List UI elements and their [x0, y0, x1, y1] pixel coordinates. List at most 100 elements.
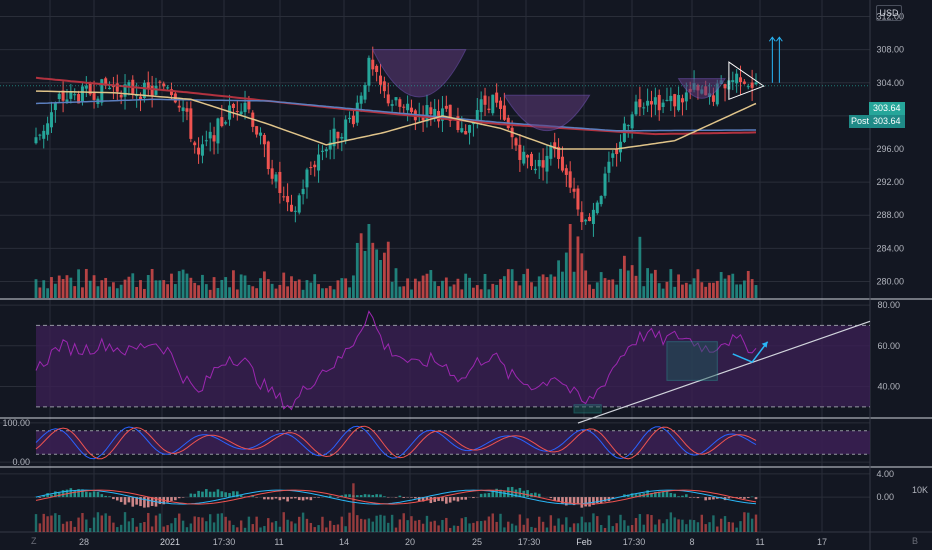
macd-volume-bar [123, 512, 127, 532]
zoom-icon[interactable]: Z [31, 536, 37, 546]
macd-volume-bar [356, 515, 359, 532]
macd-volume-bar [228, 520, 231, 532]
macd-volume-bar [224, 516, 227, 532]
macd-histogram-bar [61, 490, 65, 498]
rsi-band [36, 325, 870, 407]
volume-bar [514, 280, 518, 298]
volume-bar [429, 270, 433, 298]
volume-bar [692, 278, 696, 298]
candle-body [293, 210, 297, 212]
candle-body [557, 146, 561, 159]
volume-bar [533, 286, 537, 298]
macd-histogram-bar [294, 497, 297, 499]
macd-volume-bar [460, 518, 464, 532]
volume-bar [464, 273, 468, 298]
macd-volume-bar [634, 518, 638, 532]
volume-bar [65, 275, 69, 298]
macd-histogram-bar [73, 490, 77, 498]
candle-body [599, 196, 603, 205]
volume-bar [619, 268, 622, 298]
macd-volume-bar [646, 514, 649, 532]
macd-volume-bar [305, 518, 309, 532]
macd-histogram-bar [727, 497, 731, 499]
macd-histogram-bar [595, 497, 599, 504]
macd-histogram-bar [549, 497, 553, 499]
macd-histogram-bar [495, 488, 498, 498]
volume-bar [185, 273, 189, 298]
volume-bar [723, 278, 727, 298]
volume-bar [510, 269, 514, 298]
candle-body [309, 167, 313, 169]
moving-average-slow [35, 76, 757, 136]
macd-histogram-bar [654, 491, 657, 498]
macd-histogram-bar [371, 494, 375, 498]
macd-volume-bar [402, 513, 405, 532]
macd-histogram-bar [576, 497, 580, 505]
rsi-trendline [577, 320, 871, 424]
candle-body [673, 94, 677, 107]
volume-bar [421, 275, 425, 298]
volume-bar [77, 269, 80, 298]
candle-body [127, 82, 131, 87]
macd-histogram-bar [402, 497, 406, 498]
volume-bar [220, 279, 224, 298]
macd-volume-bar [685, 524, 688, 532]
macd-volume-bar [178, 513, 181, 532]
macd-volume-bar [433, 520, 436, 532]
rsi-arrow [732, 341, 769, 363]
candle-body [603, 173, 607, 196]
macd-histogram-bar [189, 493, 193, 498]
bar-style-icon[interactable]: B [912, 536, 919, 546]
macd-volume-bar [510, 523, 514, 532]
macd-volume-bar [201, 517, 204, 532]
macd-histogram-bar [487, 492, 491, 498]
volume-bar [483, 273, 487, 298]
macd-volume-bar [638, 514, 642, 532]
candle-body [684, 92, 688, 102]
macd-histogram-bar [410, 497, 413, 498]
volume-bar [181, 269, 185, 298]
macd-histogram-bar [336, 497, 340, 498]
macd-volume-bar [584, 522, 587, 532]
currency-toggle[interactable]: USD [876, 5, 902, 21]
macd-volume-bar [414, 520, 417, 532]
volume-bar [561, 271, 564, 298]
macd-volume-bar [181, 520, 185, 532]
candle-body [351, 115, 355, 125]
candle-body [262, 134, 266, 145]
macd-volume-bar [259, 527, 262, 532]
candle-body [197, 147, 201, 155]
macd-volume-bar [518, 514, 522, 532]
macd-volume-bar [387, 522, 390, 532]
macd-volume-bar [739, 521, 742, 532]
volume-bar [239, 274, 243, 298]
macd-volume-bar [526, 518, 529, 532]
macd-volume-bar [592, 513, 595, 532]
macd-volume-bar [112, 522, 115, 532]
macd-volume-bar [503, 527, 506, 532]
macd-histogram-bar [375, 494, 378, 498]
candle-body [80, 86, 84, 103]
candle-body [742, 81, 746, 84]
macd-volume-bar [398, 519, 402, 532]
candle-body [363, 85, 367, 100]
candle-body [735, 73, 739, 84]
candle-body [595, 202, 599, 214]
volume-bar [115, 288, 119, 298]
macd-volume-bar [665, 519, 669, 532]
volume-bar [437, 286, 440, 298]
macd-volume-bar [630, 524, 634, 532]
price-tick-label: 296.00 [876, 144, 904, 154]
volume-bar [677, 274, 680, 298]
candle-body [642, 107, 646, 109]
volume-bar [328, 285, 332, 298]
volume-bar [750, 279, 754, 298]
price-tick-label: 284.00 [876, 243, 904, 253]
macd-histogram-bar [270, 497, 274, 500]
macd-histogram-bar [166, 497, 169, 503]
candle-body [502, 105, 506, 120]
volume-bar [572, 271, 576, 298]
volume-bar [448, 286, 452, 298]
price-tick-label: 292.00 [876, 177, 904, 187]
